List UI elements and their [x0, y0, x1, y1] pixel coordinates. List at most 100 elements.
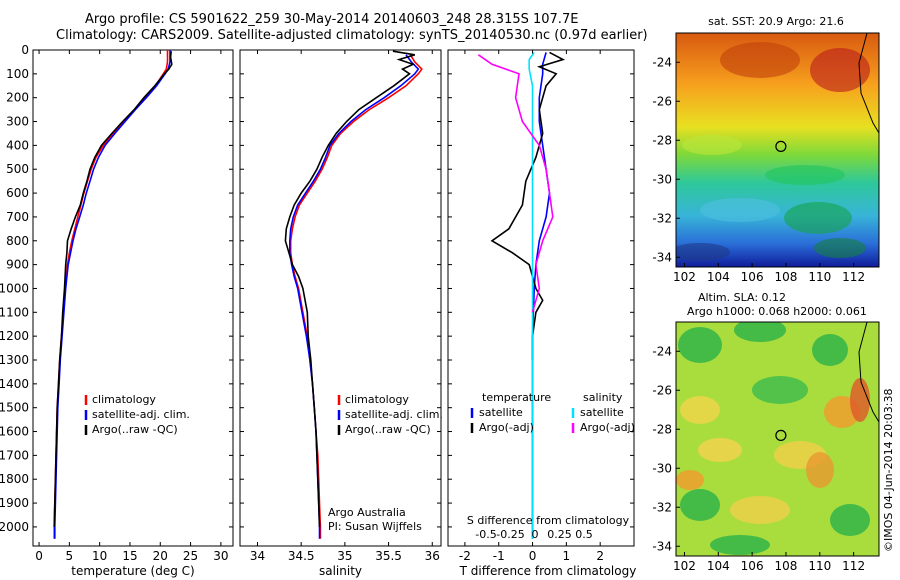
salinity-series-2: [284, 50, 416, 527]
salinity-legend-label-2: Argo(..raw -QC): [345, 423, 431, 436]
difference-legend-title-temp: temperature: [482, 391, 551, 404]
sst_map-ytick-label: -26: [652, 94, 672, 108]
difference-series-3: [477, 54, 554, 313]
difference-legend-label-1: Argo(-adj): [479, 421, 534, 434]
sst_map-blob-7: [700, 198, 780, 222]
temperature-xtick-label: 5: [66, 549, 74, 563]
difference-s-tick-label: 0.5: [575, 528, 593, 541]
difference-legend-title-sal: salinity: [583, 391, 623, 404]
sst_map-blob-4: [814, 238, 866, 258]
sst_map-coastline: [858, 33, 879, 134]
difference-legend-label-3: Argo(-adj): [580, 421, 635, 434]
temperature-ytick-label: 1800: [0, 472, 29, 486]
sla_map-ytick-label: -32: [652, 500, 672, 514]
salinity-xtick-label: 35: [337, 549, 352, 563]
sla_map-xtick-label: 108: [775, 559, 798, 573]
side-stamp: ©IMOS 04-Jun-2014 20:03:38: [882, 388, 895, 552]
temperature-ytick-label: 0: [21, 43, 29, 57]
temperature-ytick-label: 1700: [0, 448, 29, 462]
salinity-xtick-label: 36: [425, 549, 440, 563]
sst-map-title: sat. SST: 20.9 Argo: 21.6: [708, 15, 844, 28]
sla_map-xtick-label: 112: [842, 559, 865, 573]
sla_map-xtick-label: 110: [808, 559, 831, 573]
salinity-xtick-label: 34.5: [288, 549, 315, 563]
temperature-xtick-label: 20: [153, 549, 168, 563]
sla_map-xtick-label: 104: [707, 559, 730, 573]
temperature-ytick-label: 200: [6, 91, 29, 105]
temperature-ytick-label: 500: [6, 162, 29, 176]
difference-xlabel: T difference from climatology: [459, 564, 637, 578]
difference-s-tick-label: -0.5: [475, 528, 496, 541]
salinity-frame: [239, 49, 442, 547]
temperature-ytick-label: 1000: [0, 281, 29, 295]
difference-series-2: [528, 51, 535, 539]
temperature-ytick-label: 800: [6, 234, 29, 248]
difference-xtick-label: 2: [596, 549, 604, 563]
temperature-legend-label-1: satellite-adj. clim.: [92, 408, 190, 421]
salinity-annotation-1: PI: Susan Wijffels: [328, 520, 422, 533]
temperature-ytick-label: 1200: [0, 329, 29, 343]
sst_map-ytick-label: -34: [652, 250, 672, 264]
difference-xlabel-top: S difference from climatology: [467, 514, 630, 527]
sla_map-blob-10: [680, 489, 720, 521]
difference-series-1: [490, 51, 566, 360]
sst_map-frame: [675, 32, 880, 268]
temperature-xlabel: temperature (deg C): [71, 564, 194, 578]
sla_map-ytick-label: -30: [652, 461, 672, 475]
difference-s-tick-label: 0.25: [547, 528, 572, 541]
temperature-ytick-label: 1100: [0, 305, 29, 319]
temperature-ytick-label: 1600: [0, 425, 29, 439]
temperature-xtick-label: 10: [92, 549, 107, 563]
sla_map-xtick-label: 106: [741, 559, 764, 573]
sla_map-blob-2: [812, 334, 848, 366]
sla_map-ytick-label: -34: [652, 539, 672, 553]
temperature-ytick-label: 600: [6, 186, 29, 200]
sst_map-ytick-label: -24: [652, 55, 672, 69]
temperature-ytick-label: 2000: [0, 520, 29, 534]
sst_map-xtick-label: 106: [741, 270, 764, 284]
temperature-ytick-label: 100: [6, 67, 29, 81]
difference-xtick-label: 0: [529, 549, 537, 563]
sst_map-blob-6: [765, 165, 845, 185]
temperature-ytick-label: 400: [6, 138, 29, 152]
sst_map-xtick-label: 102: [673, 270, 696, 284]
difference-xtick-label: -1: [493, 549, 505, 563]
sla_map-blob-11: [730, 496, 790, 524]
sst_map-blob-5: [676, 243, 730, 261]
temperature-ytick-label: 700: [6, 210, 29, 224]
sla_map-blob-3: [752, 376, 808, 404]
sla-map-title-2: Argo h1000: 0.068 h2000: 0.061: [687, 305, 867, 318]
sst_map-blob-3: [784, 202, 852, 234]
sst_map-blob-1: [810, 48, 870, 92]
sst_map-ytick-label: -30: [652, 172, 672, 186]
sla-map-title-1: Altim. SLA: 0.12: [698, 291, 786, 304]
salinity-annotation-0: Argo Australia: [328, 506, 406, 519]
salinity-xtick-label: 34: [250, 549, 265, 563]
difference-legend-label-2: satellite: [580, 406, 624, 419]
temperature-xtick-label: 15: [122, 549, 137, 563]
temperature-legend-label-0: climatology: [92, 393, 156, 406]
temperature-xtick-label: 30: [213, 549, 228, 563]
sla_map-blob-12: [830, 504, 870, 536]
sst_map-xtick-label: 112: [842, 270, 865, 284]
temperature-series-2: [53, 51, 173, 527]
temperature-ytick-label: 900: [6, 258, 29, 272]
temperature-frame: [32, 49, 234, 547]
sla_map-argo-marker: [775, 429, 787, 441]
temperature-xtick-label: 25: [183, 549, 198, 563]
sst_map-argo-marker: [775, 140, 787, 152]
sla_map-frame: [675, 321, 880, 557]
sst_map-field: [676, 33, 879, 267]
sla_map-coastline: [858, 322, 879, 423]
difference-legend-label-0: satellite: [479, 406, 523, 419]
temperature-ytick-label: 1500: [0, 401, 29, 415]
sst_map-blob-0: [720, 42, 800, 78]
sst_map-ytick-label: -28: [652, 133, 672, 147]
sla_map-ytick-label: -26: [652, 383, 672, 397]
sla_map-field: [676, 322, 879, 556]
salinity-xlabel: salinity: [319, 564, 362, 578]
difference-xtick-label: -2: [459, 549, 471, 563]
salinity-legend-label-0: climatology: [345, 393, 409, 406]
